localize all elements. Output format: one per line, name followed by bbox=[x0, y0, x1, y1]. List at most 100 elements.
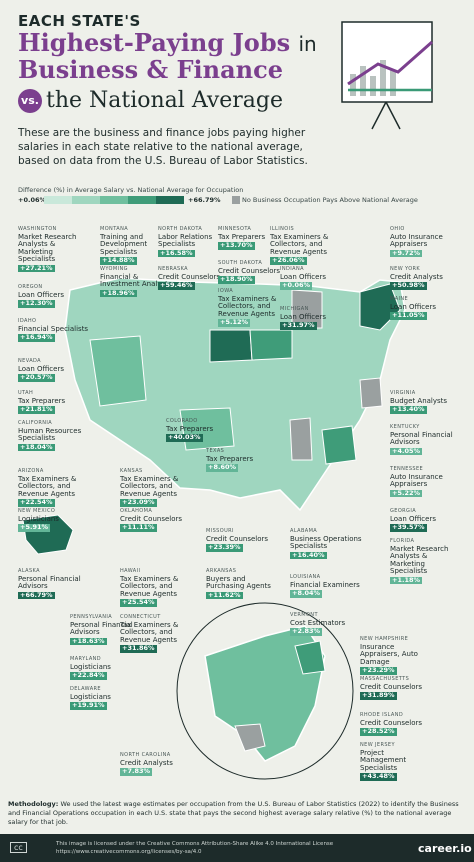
state-label: MAINE Loan Officers +11.05% bbox=[390, 296, 462, 320]
state-name: NEVADA bbox=[18, 358, 42, 364]
state-label: KANSAS Tax Examiners & Collectors, and Re… bbox=[120, 468, 192, 507]
trend-up-icon bbox=[347, 40, 433, 86]
state-label: MONTANA Training and Development Speciali… bbox=[100, 226, 172, 265]
state-shape bbox=[249, 329, 293, 361]
pct-badge: +26.06% bbox=[270, 256, 307, 265]
title-national: the National Average bbox=[46, 88, 284, 113]
methodology-label: Methodology: bbox=[8, 800, 59, 808]
job-title: Logisticians bbox=[70, 692, 111, 701]
state-label: NEVADA Loan Officers +20.57% bbox=[18, 358, 90, 382]
state-label: ILLINOIS Tax Examiners & Collectors, and … bbox=[270, 226, 342, 265]
state-name: COLORADO bbox=[166, 418, 198, 424]
state-label: MINNESOTA Tax Preparers +13.70% bbox=[218, 226, 290, 250]
pct-badge: +31.89% bbox=[360, 691, 397, 700]
pct-badge: +18.63% bbox=[70, 636, 107, 645]
job-title: Budget Analysts bbox=[390, 396, 448, 405]
state-label: INDIANA Loan Officers +0.06% bbox=[280, 266, 352, 290]
state-label: TEXAS Tax Preparers +8.60% bbox=[206, 448, 278, 472]
title-eyebrow: EACH STATE'S bbox=[18, 12, 141, 30]
state-label: PENNSYLVANIA Personal Financial Advisors +… bbox=[70, 614, 142, 645]
pct-badge: +9.72% bbox=[390, 248, 422, 257]
pct-badge: +18.04% bbox=[18, 442, 55, 451]
state-name: NEW HAMPSHIRE bbox=[360, 636, 409, 642]
state-label: ALABAMA Business Operations Specialists +1… bbox=[290, 528, 362, 559]
pct-badge: +8.04% bbox=[290, 589, 322, 598]
pct-badge: +43.48% bbox=[360, 772, 397, 781]
cc-icon: cc bbox=[10, 842, 27, 853]
pct-badge: +50.98% bbox=[390, 281, 427, 290]
job-title: Tax Examiners & Collectors, and Revenue … bbox=[120, 620, 179, 644]
pct-badge: +22.84% bbox=[70, 671, 107, 680]
job-title: Business Operations Specialists bbox=[290, 534, 362, 550]
job-title: Loan Officers bbox=[390, 302, 436, 311]
pct-badge: +40.03% bbox=[166, 433, 203, 442]
pct-badge: +1.18% bbox=[390, 575, 422, 584]
state-name: FLORIDA bbox=[390, 538, 415, 544]
job-title: Personal Financial Advisors bbox=[70, 620, 133, 636]
job-title: Tax Preparers bbox=[218, 232, 266, 241]
job-title: Credit Counselors bbox=[360, 682, 423, 691]
legend-swatch bbox=[100, 196, 128, 204]
state-name: CALIFORNIA bbox=[18, 420, 53, 426]
state-name: MONTANA bbox=[100, 226, 129, 232]
job-title: Credit Counselors bbox=[206, 534, 269, 543]
job-title: Logisticians bbox=[70, 662, 111, 671]
bar-icon bbox=[380, 60, 386, 96]
pct-badge: +39.57% bbox=[390, 523, 427, 532]
pct-badge: +16.58% bbox=[158, 248, 195, 257]
pct-badge: +22.54% bbox=[18, 498, 55, 507]
bar-icon bbox=[360, 66, 366, 96]
footer bbox=[0, 834, 474, 862]
pct-badge: +59.46% bbox=[158, 281, 195, 290]
pct-badge: +11.62% bbox=[206, 590, 243, 599]
pct-badge: +16.40% bbox=[290, 550, 327, 559]
state-name: NORTH DAKOTA bbox=[158, 226, 203, 232]
state-label: LOUISIANA Financial Examiners +8.04% bbox=[290, 574, 362, 598]
job-title: Loan Officers bbox=[280, 272, 326, 281]
job-title: Tax Examiners & Collectors, and Revenue … bbox=[270, 232, 329, 256]
easel-leg-icon bbox=[371, 101, 387, 130]
job-title: Personal Financial Advisors bbox=[18, 574, 81, 590]
pct-badge: +20.57% bbox=[18, 373, 55, 382]
state-label: CALIFORNIA Human Resources Specialists +18… bbox=[18, 420, 90, 451]
bar-icon bbox=[350, 74, 356, 96]
legend-none-swatch bbox=[232, 196, 240, 204]
pct-badge: +16.94% bbox=[18, 333, 55, 342]
pct-badge: +23.09% bbox=[120, 498, 157, 507]
state-name: GEORGIA bbox=[390, 508, 417, 514]
pct-badge: +13.70% bbox=[218, 241, 255, 250]
pct-badge: +66.79% bbox=[18, 590, 55, 599]
job-title: Market Research Analysts & Marketing Spe… bbox=[390, 544, 449, 575]
pct-badge: +14.88% bbox=[100, 256, 137, 265]
state-name: NORTH CAROLINA bbox=[120, 752, 171, 758]
state-shape bbox=[89, 335, 147, 407]
state-name: MISSOURI bbox=[206, 528, 234, 534]
job-title: Training and Development Specialists bbox=[100, 232, 148, 256]
job-title: Tax Preparers bbox=[166, 424, 214, 433]
job-title: Human Resources Specialists bbox=[18, 426, 82, 442]
state-label: GEORGIA Loan Officers +39.57% bbox=[390, 508, 462, 532]
title-subline: vs. the National Average bbox=[18, 88, 283, 113]
title-in: in bbox=[298, 32, 317, 56]
state-label: MISSOURI Credit Counselors +23.39% bbox=[206, 528, 278, 552]
state-name: MARYLAND bbox=[70, 656, 102, 662]
state-name: MINNESOTA bbox=[218, 226, 252, 232]
job-title: Tax Examiners & Collectors, and Revenue … bbox=[120, 474, 179, 498]
intro-text: These are the business and finance jobs … bbox=[18, 127, 308, 167]
pct-badge: +2.83% bbox=[290, 627, 322, 636]
state-name: IDAHO bbox=[18, 318, 37, 324]
state-label: UTAH Tax Preparers +21.81% bbox=[18, 390, 90, 414]
bar-icon bbox=[370, 76, 376, 96]
pct-badge: +11.05% bbox=[390, 311, 427, 320]
state-name: MAINE bbox=[390, 296, 409, 302]
state-name: VIRGINIA bbox=[390, 390, 416, 396]
state-label: COLORADO Tax Preparers +40.03% bbox=[166, 418, 238, 442]
state-name: PENNSYLVANIA bbox=[70, 614, 113, 620]
job-title: Labor Relations Specialists bbox=[158, 232, 213, 248]
state-name: IOWA bbox=[218, 288, 234, 294]
state-name: ALABAMA bbox=[290, 528, 318, 534]
pct-badge: +19.91% bbox=[70, 701, 107, 710]
job-title: Tax Preparers bbox=[18, 396, 66, 405]
state-name: ARKANSAS bbox=[206, 568, 237, 574]
state-name: OKLAHOMA bbox=[120, 508, 153, 514]
